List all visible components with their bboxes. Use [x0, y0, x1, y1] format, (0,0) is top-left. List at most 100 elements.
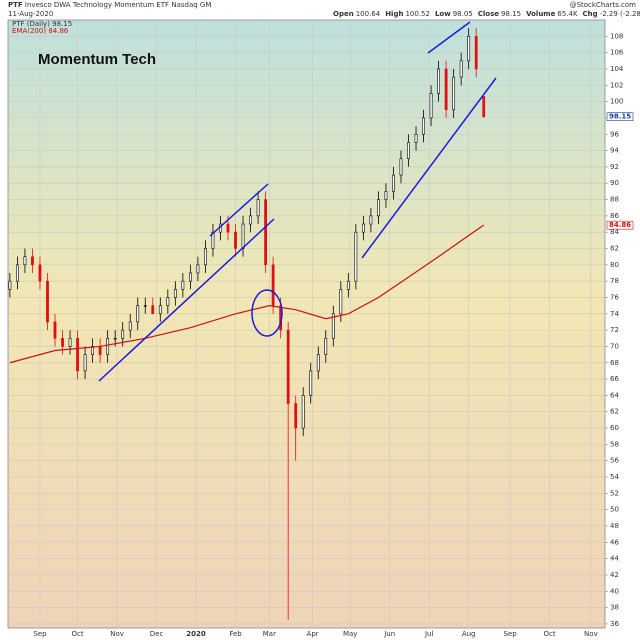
y-tick-label: 106 — [610, 49, 624, 57]
candle-body — [181, 280, 185, 290]
candle-body — [392, 174, 395, 192]
candle-body — [68, 337, 72, 347]
quote: Open 100.64 High 100.52 Low 98.05 Close 98.15 Vo… — [333, 10, 640, 18]
candle-body — [331, 313, 335, 339]
header: PTF Invesco DWA Technology Momentum ETF … — [8, 1, 211, 9]
candle-body — [8, 280, 12, 290]
candle-body — [354, 231, 358, 282]
legend-name: PTF (Daily) — [12, 20, 50, 28]
candle-body — [369, 215, 373, 225]
candle-body — [106, 337, 110, 355]
y-tick-label: 102 — [610, 81, 623, 89]
candle-body — [98, 346, 102, 355]
x-tick-label: Nov — [584, 630, 598, 638]
candle-body — [16, 264, 19, 282]
y-tick-label: 70 — [610, 342, 619, 350]
candle-body — [158, 305, 162, 315]
legend-name: EMA(200) — [12, 27, 46, 35]
quote-label: Chg — [583, 10, 598, 18]
y-tick-label: 94 — [610, 147, 619, 155]
x-tick-label: Nov — [110, 630, 124, 638]
ema-line — [9, 224, 485, 364]
candle-body — [346, 280, 350, 290]
candle-body — [444, 68, 448, 111]
candle-body — [173, 289, 177, 298]
y-tick-label: 38 — [610, 604, 619, 612]
trendline — [209, 183, 269, 237]
x-tick-label: Jun — [383, 630, 395, 638]
price-tag: 98.15 — [609, 113, 631, 121]
y-tick-label: 52 — [610, 489, 619, 497]
legend-ema: EMA(200) 84.86 — [12, 27, 69, 35]
candle-body — [241, 223, 245, 249]
x-tick-label: Oct — [72, 630, 84, 638]
y-tick-label: 54 — [610, 473, 619, 481]
candle-body — [128, 321, 132, 331]
plot-area — [7, 19, 606, 629]
candle-body — [151, 305, 155, 315]
y-tick-label: 58 — [610, 440, 619, 448]
candle-body — [226, 223, 230, 233]
candle-body — [452, 76, 456, 111]
y-tick-label: 96 — [610, 130, 619, 138]
y-tick-label: 66 — [610, 375, 619, 383]
candle-body — [316, 354, 320, 372]
candle-body — [53, 321, 57, 339]
x-tick-label: Jul — [424, 630, 434, 638]
candle-body — [361, 223, 365, 233]
x-tick-label: Sep — [33, 630, 47, 638]
candle-body — [188, 272, 192, 282]
source: @StockCharts.com — [570, 1, 637, 9]
x-tick-label: Mar — [263, 630, 276, 638]
candle-body — [429, 93, 433, 119]
price-tag-box — [606, 220, 634, 230]
candle-body — [211, 231, 215, 249]
y-tick-label: 68 — [610, 359, 619, 367]
candle-body — [467, 36, 471, 62]
legend-value: 98.15 — [52, 20, 72, 28]
candle-body — [271, 264, 275, 306]
candle-body — [324, 337, 328, 355]
trendline — [98, 218, 275, 382]
candle-body — [38, 264, 42, 282]
candle-body — [204, 248, 207, 266]
y-tick-label: 74 — [610, 310, 619, 318]
annotation: Momentum Tech — [38, 51, 156, 68]
x-tick-label: May — [343, 630, 357, 638]
candle-body — [474, 36, 478, 70]
quote-label: Low — [435, 10, 451, 18]
y-tick-label: 92 — [610, 163, 619, 171]
quote-value: -2.29 (-2.28%) — [600, 10, 640, 18]
x-tick-label: Apr — [307, 630, 319, 638]
candle-body — [91, 346, 95, 355]
security-name: Invesco DWA Technology Momentum ETF — [25, 1, 169, 9]
legend-candles: PTF (Daily) 98.15 — [12, 20, 72, 28]
y-tick-label: 46 — [610, 538, 619, 546]
y-tick-label: 36 — [610, 620, 619, 628]
candle-body — [166, 297, 170, 306]
candle-body — [113, 337, 117, 340]
y-tick-label: 88 — [610, 196, 619, 204]
x-tick-label: Dec — [150, 630, 164, 638]
grid — [8, 20, 608, 628]
candle-body — [76, 337, 79, 372]
y-tick-label: 78 — [610, 277, 619, 285]
exchange: Nasdaq GM — [171, 1, 211, 9]
y-tick-label: 90 — [610, 179, 619, 187]
y-tick-label: 82 — [610, 245, 619, 253]
candle-body — [23, 256, 27, 266]
y-tick-label: 42 — [610, 571, 619, 579]
symbol: PTF — [8, 1, 23, 9]
y-tick-label: 40 — [610, 587, 619, 595]
candle-body — [399, 158, 403, 176]
trendline — [427, 21, 471, 54]
x-tick-label: Oct — [543, 630, 555, 638]
y-tick-label: 104 — [610, 65, 624, 73]
quote-value: 100.64 — [356, 10, 381, 18]
y-tick-label: 72 — [610, 326, 619, 334]
y-tick-label: 44 — [610, 555, 619, 563]
y-tick-label: 100 — [610, 98, 623, 106]
trendline — [361, 77, 497, 259]
quote-value: 100.52 — [405, 10, 430, 18]
x-tick-label: Aug — [462, 630, 476, 638]
